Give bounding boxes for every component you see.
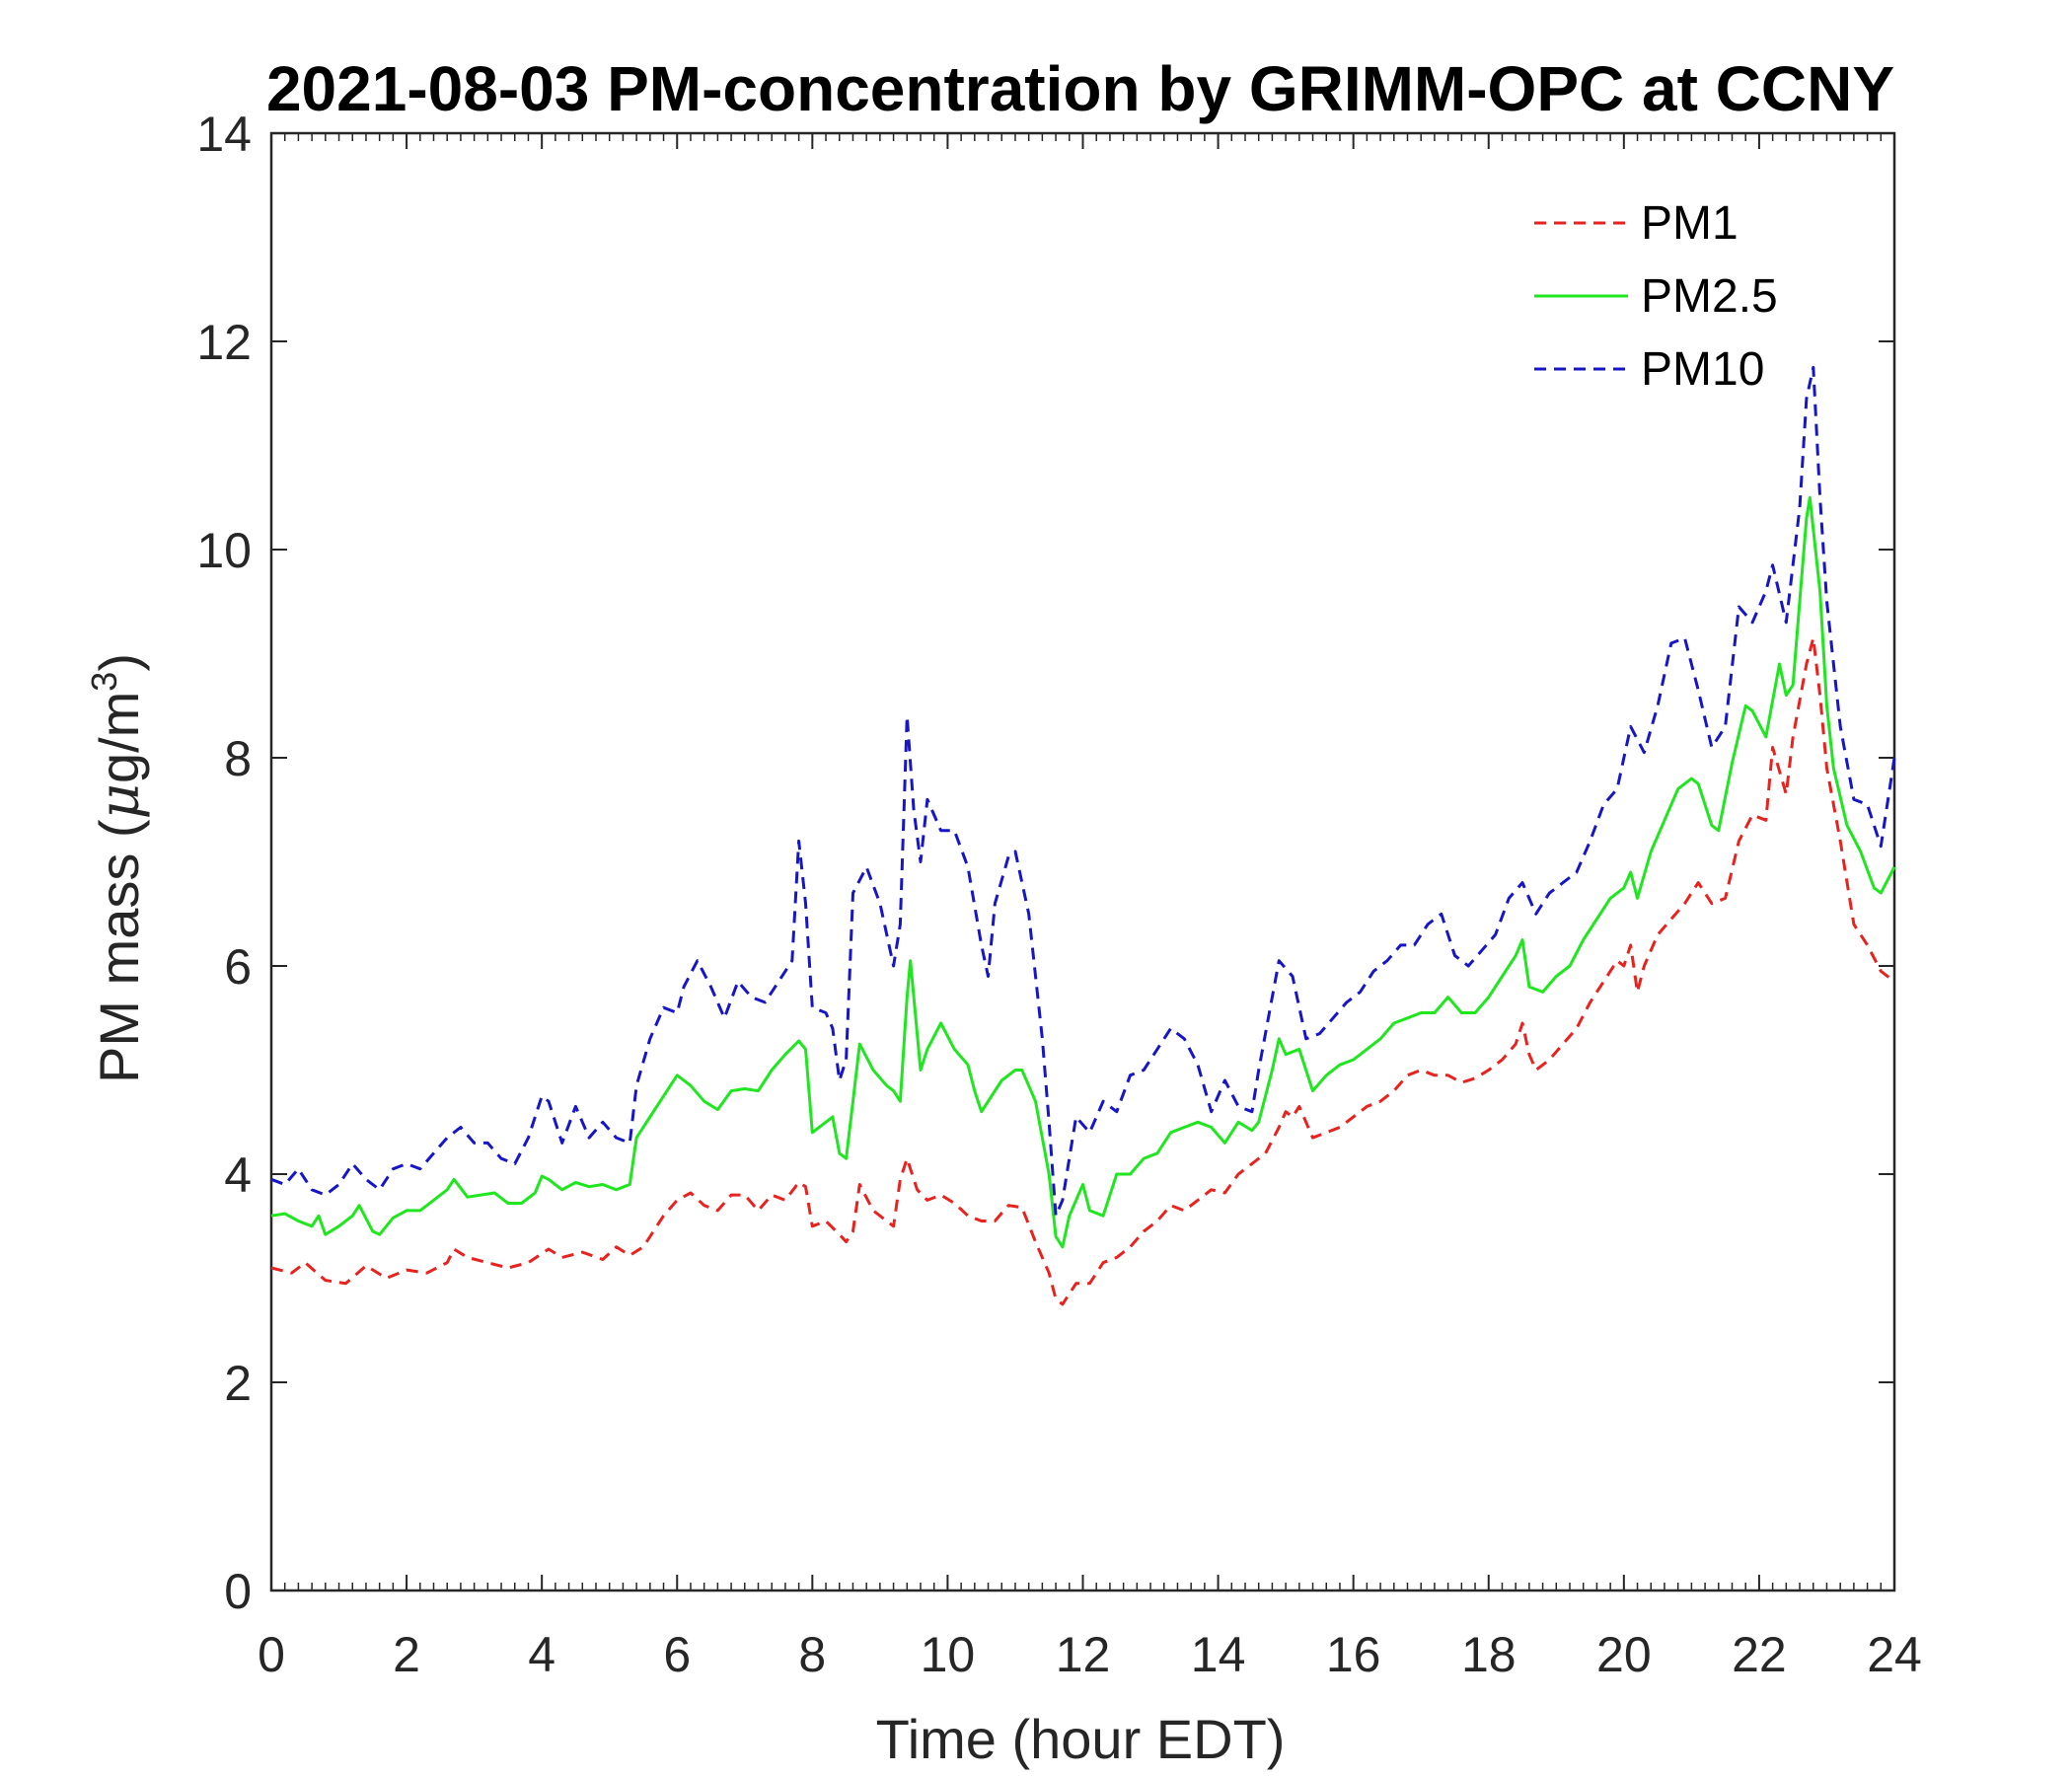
y-axis-label-mu: μ [88,783,152,819]
series-line-pm10 [270,365,1896,1218]
y-tick-label: 8 [224,731,252,786]
x-tick-label: 8 [798,1627,826,1682]
series-line-pm25 [270,495,1896,1249]
legend-label-pm1: PM1 [1641,197,1739,250]
x-tick-label: 20 [1596,1627,1652,1682]
y-tick-labels: 0 2 4 6 8 10 12 14 [196,107,252,1619]
y-tick-label: 0 [224,1564,252,1619]
x-tick-label: 14 [1191,1627,1246,1682]
y-axis-label-exponent: 3 [84,672,124,692]
y-tick-label: 12 [196,315,252,370]
major-ticks [270,132,1895,1591]
y-tick-label: 6 [224,939,252,995]
series-layer [270,365,1896,1306]
x-tick-label: 10 [921,1627,976,1682]
x-tick-label: 12 [1056,1627,1111,1682]
y-axis-label-main: PM mass ( [88,819,150,1083]
y-axis-label: PM mass (μg/m3) [84,653,152,1083]
legend-label-pm25: PM2.5 [1641,270,1778,323]
legend-label-pm10: PM10 [1641,343,1764,396]
y-axis-label-unit: g/m [88,692,150,783]
x-tick-label: 2 [393,1627,420,1682]
y-tick-label: 14 [196,107,252,162]
x-tick-label: 0 [258,1627,285,1682]
x-tick-labels: 0 2 4 6 8 10 12 14 16 18 20 22 24 [258,1627,1922,1682]
y-axis-label-close: ) [88,653,150,672]
x-tick-label: 6 [663,1627,691,1682]
plot-area [269,131,1896,1592]
x-tick-label: 18 [1461,1627,1517,1682]
x-axis-label: Time (hour EDT) [876,1708,1286,1770]
y-tick-label: 4 [224,1147,252,1203]
y-tick-label: 2 [224,1356,252,1411]
x-tick-label: 24 [1867,1627,1922,1682]
x-tick-label: 22 [1732,1627,1787,1682]
legend: PM1 PM2.5 PM10 [1534,197,1778,396]
chart-title: 2021-08-03 PM-concentration by GRIMM-OPC… [266,53,1894,124]
series-line-pm1 [270,636,1895,1306]
x-tick-label: 16 [1326,1627,1381,1682]
x-tick-label: 4 [528,1627,555,1682]
y-tick-label: 10 [196,523,252,578]
